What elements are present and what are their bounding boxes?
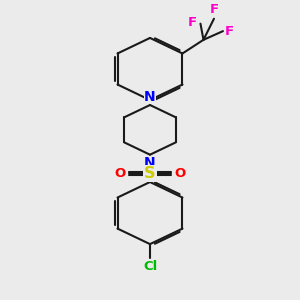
Text: F: F bbox=[209, 3, 218, 16]
Text: F: F bbox=[224, 25, 234, 38]
Text: Cl: Cl bbox=[143, 260, 157, 273]
Text: N: N bbox=[144, 90, 156, 104]
Text: N: N bbox=[144, 156, 156, 170]
Text: S: S bbox=[144, 166, 156, 181]
Text: F: F bbox=[188, 16, 197, 29]
Text: O: O bbox=[115, 167, 126, 180]
Text: O: O bbox=[174, 167, 185, 180]
